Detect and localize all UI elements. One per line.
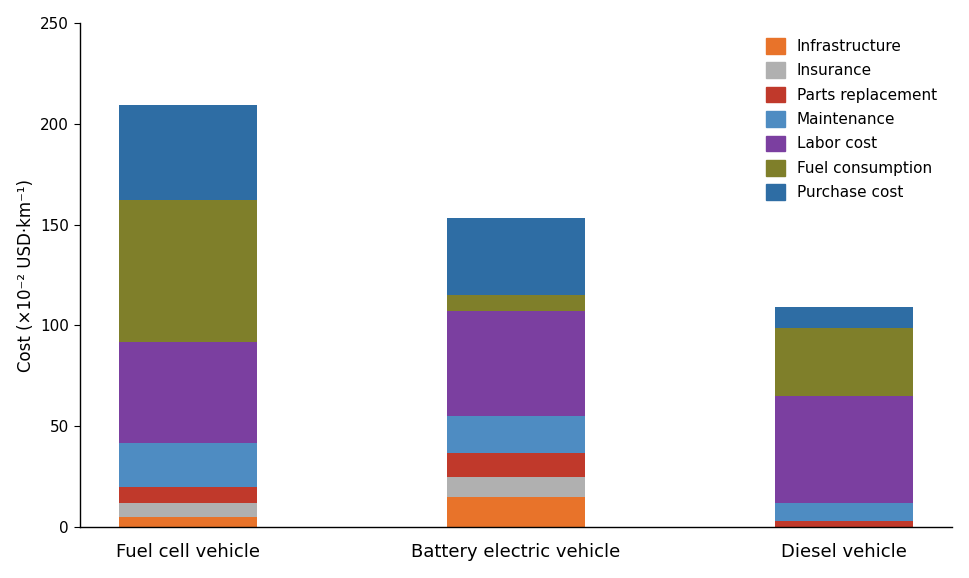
Bar xyxy=(775,307,913,328)
Bar xyxy=(119,487,257,503)
Bar xyxy=(119,503,257,517)
Bar xyxy=(119,105,257,201)
Bar xyxy=(447,312,584,416)
Bar xyxy=(775,328,913,396)
Bar xyxy=(447,477,584,497)
Bar xyxy=(447,218,584,295)
Legend: Infrastructure, Insurance, Parts replacement, Maintenance, Labor cost, Fuel cons: Infrastructure, Insurance, Parts replace… xyxy=(759,30,945,208)
Bar xyxy=(447,497,584,527)
Bar xyxy=(447,416,584,453)
Bar xyxy=(119,443,257,487)
Bar xyxy=(119,517,257,527)
Bar xyxy=(775,396,913,503)
Bar xyxy=(447,453,584,477)
Bar xyxy=(775,503,913,521)
Y-axis label: Cost (×10⁻² USD·km⁻¹): Cost (×10⁻² USD·km⁻¹) xyxy=(16,179,35,372)
Bar xyxy=(119,342,257,443)
Bar xyxy=(447,295,584,312)
Bar xyxy=(775,521,913,527)
Bar xyxy=(119,201,257,342)
